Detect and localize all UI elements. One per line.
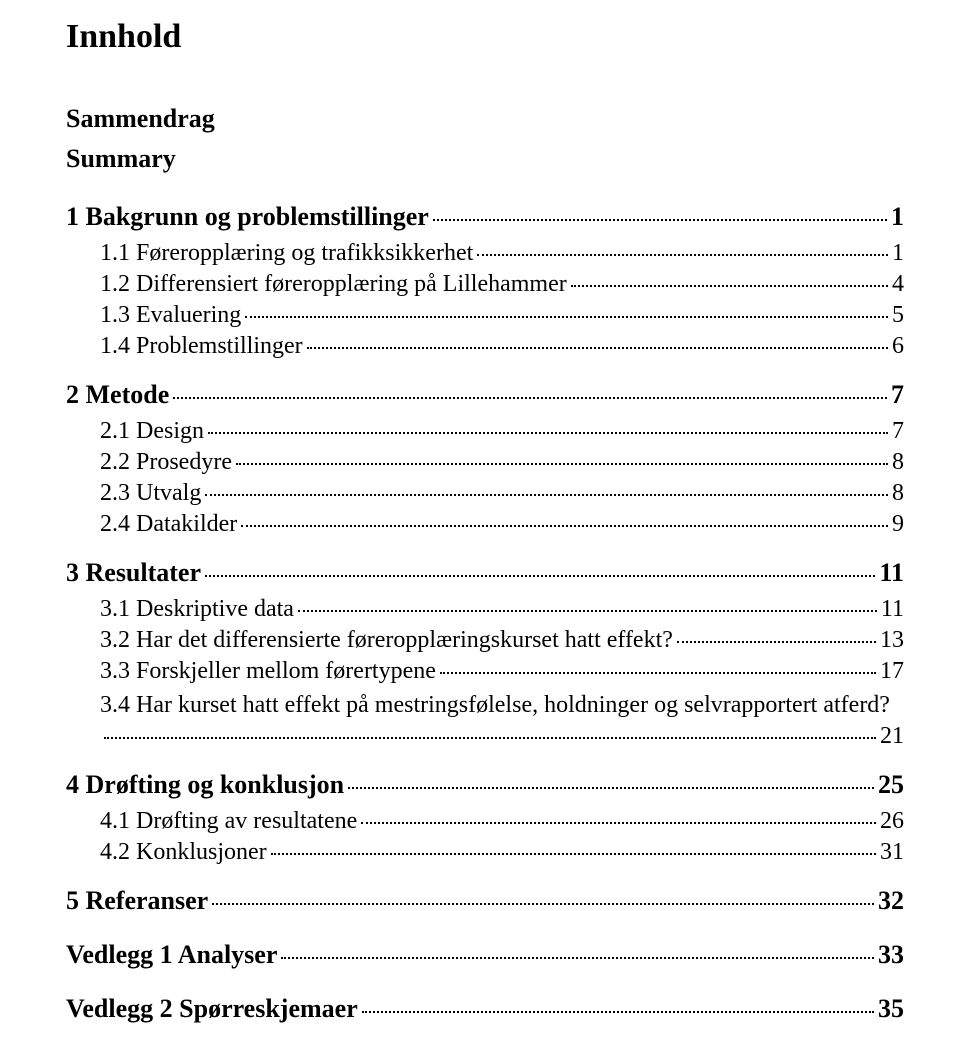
toc-item-page: 4 (892, 271, 904, 298)
toc-leaders (677, 641, 876, 643)
toc-item-page: 7 (892, 418, 904, 445)
toc-item-page: 31 (880, 839, 904, 866)
toc-leaders (104, 737, 876, 739)
toc-leaders (361, 822, 876, 824)
toc-item-label: 4.1 Drøfting av resultatene (100, 808, 357, 835)
toc-leaders (571, 285, 888, 287)
toc-item: 3.2 Har det differensierte føreropplærin… (66, 627, 904, 654)
toc-item: 2.3 Utvalg 8 (66, 480, 904, 507)
toc-leaders (205, 575, 875, 577)
toc-item: 2.2 Prosedyre 8 (66, 449, 904, 476)
toc-item: 2.1 Design 7 (66, 418, 904, 445)
toc-item-page: 1 (892, 240, 904, 267)
toc-item-page: 8 (892, 449, 904, 476)
toc-item-label: 1.2 Differensiert føreropplæring på Lill… (100, 271, 567, 298)
toc-section-label: 1 Bakgrunn og problemstillinger (66, 202, 429, 232)
toc-leaders (281, 957, 874, 959)
toc-leaders (362, 1011, 874, 1013)
toc-section-5: 5 Referanser 32 (66, 886, 904, 916)
toc-section-label: 5 Referanser (66, 886, 208, 916)
toc-item-page: 13 (880, 627, 904, 654)
toc-leaders (212, 903, 874, 905)
toc-section-4: 4 Drøfting og konklusjon 25 (66, 770, 904, 800)
toc-section-page: 11 (879, 558, 904, 588)
toc-section-vedlegg-2: Vedlegg 2 Spørreskjemaer 35 (66, 994, 904, 1024)
toc-item: 2.4 Datakilder 9 (66, 511, 904, 538)
toc-leaders (236, 463, 888, 465)
toc-leaders (298, 610, 877, 612)
toc-leaders (205, 494, 888, 496)
toc-section-1: 1 Bakgrunn og problemstillinger 1 (66, 202, 904, 232)
toc-item-label: 2.3 Utvalg (100, 480, 201, 507)
toc-section-page: 32 (878, 886, 904, 916)
toc-item-page: 8 (892, 480, 904, 507)
toc-item-page: 26 (880, 808, 904, 835)
toc-leaders (307, 347, 888, 349)
toc-leaders (245, 316, 888, 318)
frontmatter-summary: Summary (66, 144, 904, 174)
toc-item-label: 2.1 Design (100, 418, 204, 445)
toc-leaders (271, 853, 876, 855)
toc-section-3: 3 Resultater 11 (66, 558, 904, 588)
toc-item-page: 11 (881, 596, 904, 623)
toc-item: 1.1 Føreropplæring og trafikksikkerhet 1 (66, 240, 904, 267)
toc-item-label: 3.3 Forskjeller mellom førertypene (100, 658, 436, 685)
toc-leaders (477, 254, 888, 256)
toc-leaders (348, 787, 874, 789)
toc-section-vedlegg-1: Vedlegg 1 Analyser 33 (66, 940, 904, 970)
toc-leaders (440, 672, 876, 674)
toc-section-page: 1 (891, 202, 904, 232)
toc-item-label: 4.2 Konklusjoner (100, 839, 267, 866)
toc-item: 1.3 Evaluering 5 (66, 302, 904, 329)
toc-section-page: 35 (878, 994, 904, 1024)
toc-item-page: 5 (892, 302, 904, 329)
toc-item: 4.2 Konklusjoner 31 (66, 839, 904, 866)
toc-section-page: 7 (891, 380, 904, 410)
toc-section-label: Vedlegg 1 Analyser (66, 940, 277, 970)
toc-leaders (241, 525, 888, 527)
toc-item: 3.3 Forskjeller mellom førertypene 17 (66, 658, 904, 685)
toc-item: 1.4 Problemstillinger 6 (66, 333, 904, 360)
frontmatter-sammendrag: Sammendrag (66, 104, 904, 134)
toc-item-label: 1.4 Problemstillinger (100, 333, 303, 360)
toc-item: 4.1 Drøfting av resultatene 26 (66, 808, 904, 835)
toc-item-label: 2.4 Datakilder (100, 511, 237, 538)
toc-leaders (433, 219, 887, 221)
toc-item-label: 3.4 Har kurset hatt effekt på mestringsf… (100, 692, 890, 718)
toc-item-page: 17 (880, 658, 904, 685)
toc-item-label: 1.3 Evaluering (100, 302, 241, 329)
toc-item-page: 6 (892, 333, 904, 360)
toc-item-label: 2.2 Prosedyre (100, 449, 232, 476)
toc-section-page: 33 (878, 940, 904, 970)
toc-section-label: Vedlegg 2 Spørreskjemaer (66, 994, 358, 1024)
toc-item-page: 9 (892, 511, 904, 538)
toc-leaders (173, 397, 887, 399)
toc-item-label: 3.1 Deskriptive data (100, 596, 294, 623)
toc-item-label: 1.1 Føreropplæring og trafikksikkerhet (100, 240, 473, 267)
toc-section-label: 2 Metode (66, 380, 169, 410)
toc-section-page: 25 (878, 770, 904, 800)
toc-item: 3.4 Har kurset hatt effekt på mestringsf… (66, 689, 904, 750)
toc-section-2: 2 Metode 7 (66, 380, 904, 410)
page-title: Innhold (66, 18, 904, 56)
toc-item-label: 3.2 Har det differensierte føreropplærin… (100, 627, 673, 654)
toc-page: Innhold Sammendrag Summary 1 Bakgrunn og… (0, 0, 960, 1024)
toc-section-label: 4 Drøfting og konklusjon (66, 770, 344, 800)
toc-item: 3.1 Deskriptive data 11 (66, 596, 904, 623)
toc-leaders (208, 432, 888, 434)
toc-item: 1.2 Differensiert føreropplæring på Lill… (66, 271, 904, 298)
toc-section-label: 3 Resultater (66, 558, 201, 588)
toc-item-page: 21 (880, 723, 904, 750)
